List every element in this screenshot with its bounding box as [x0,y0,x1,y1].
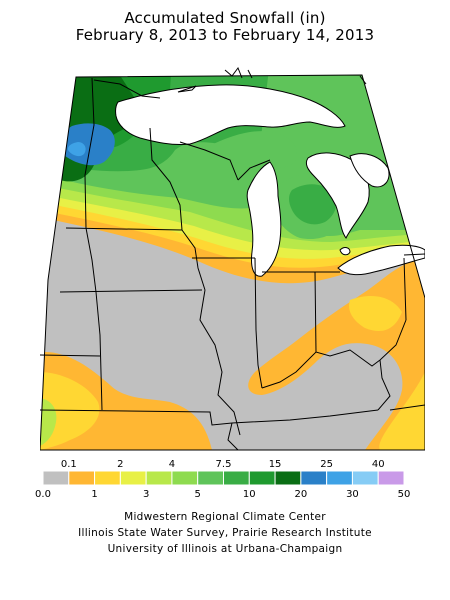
border-va-nc [389,404,425,411]
water-bodies [115,84,425,277]
legend-lower-labels: 0.0 1 3 5 10 20 30 50 [35,489,410,500]
legend-upper-label: 40 [372,459,385,470]
legend-swatch [42,470,70,486]
legend-swatch [68,470,96,486]
legend-lower-label: 5 [195,489,201,500]
border-mi-north [237,159,271,181]
legend-swatch [300,470,328,486]
border-canada [93,79,161,99]
area-southeast-yellow [379,372,425,450]
legend-upper-labels: 0.1 2 4 7.5 15 25 40 [61,459,385,470]
lake-st-clair [339,247,351,256]
border-mo-ks [95,291,103,411]
border-wi-mi [179,141,239,181]
border-ia-mo [59,289,203,293]
border-in-oh [314,271,317,353]
map-title: Accumulated Snowfall (in) February 8, 20… [0,10,450,44]
legend-upper-label: 25 [320,459,333,470]
lake-superior [115,84,346,145]
lake-erie [337,244,425,276]
credit-line-1: Midwestern Regional Climate Center [124,511,326,523]
title-line-2: February 8, 2013 to February 14, 2013 [75,26,375,44]
legend-swatch [326,470,353,486]
isle-royale [177,85,197,93]
border-ny-pa [403,253,425,256]
legend-swatch [171,470,199,486]
border-ky-va [377,359,391,411]
legend-lower-label: 3 [143,489,149,500]
legend-lower-label: 0.0 [35,489,51,500]
border-oh-pa [403,257,407,321]
border-tn-ar [227,422,239,451]
outer-boundary [40,74,425,451]
color-legend: 0.1 2 4 7.5 15 25 40 0.0 1 3 5 10 20 30 50 [35,459,410,500]
legend-swatch [119,470,147,486]
legend-swatch [94,470,121,486]
area-northwest-lightblue [67,142,86,157]
snowfall-map [40,66,425,451]
title-line-1: Accumulated Snowfall (in) [124,9,326,27]
legend-swatch [145,470,173,486]
border-ks-ok [40,354,101,357]
legend-lower-label: 20 [294,489,307,500]
legend-swatch [223,470,250,486]
georgian-bay [349,153,390,188]
credit-line-2: Illinois State Water Survey, Prairie Res… [78,527,372,539]
legend-upper-label: 15 [269,459,282,470]
legend-upper-label: 4 [169,459,175,470]
legend-color-bar [42,470,405,486]
legend-lower-label: 10 [243,489,256,500]
legend-lower-label: 50 [398,489,411,500]
legend-upper-label: 0.1 [61,459,77,470]
legend-lower-label: 30 [346,489,359,500]
border-mn-wi [149,127,183,231]
lake-michigan [246,161,282,277]
credits: Midwestern Regional Climate Center Illin… [0,509,450,557]
legend-lower-label: 1 [91,489,97,500]
border-il-in [254,257,263,389]
legend-upper-label: 2 [117,459,123,470]
border-mo-il [199,289,241,436]
legend-swatch [248,470,276,486]
legend-swatch [377,470,405,486]
border-ohio-river [261,349,381,389]
border-mn-west [84,77,95,229]
legend-swatch [274,470,302,486]
credit-line-3: University of Illinois at Urbana-Champai… [107,543,343,555]
legend-upper-label: 7.5 [216,459,232,470]
state-borders [40,74,425,451]
legend-swatch [197,470,225,486]
area-south-yellow [40,372,100,450]
area-east-light [349,296,402,332]
border-ia-west [85,227,97,293]
border-mo-ar [40,409,233,426]
islands [177,66,367,93]
border-mn-ia [65,227,183,231]
area-northwest-blue [57,123,115,166]
north-shore-islands [224,66,367,85]
area-michigan-darkgreen [289,184,337,225]
legend-swatch [351,470,379,486]
border-oh-wv [379,319,407,361]
border-ky-tn [231,409,379,424]
